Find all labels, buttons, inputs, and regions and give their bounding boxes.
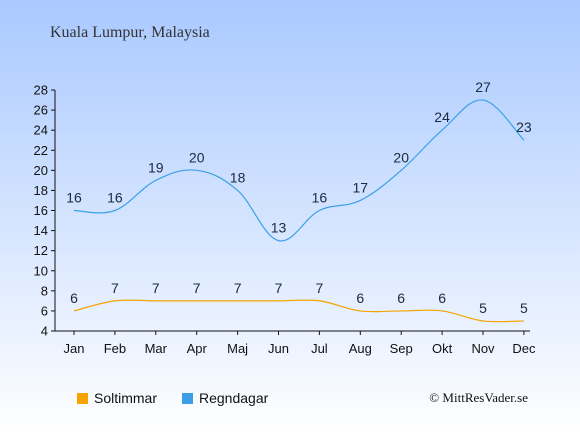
data-label-soltimmar: 7: [193, 280, 201, 296]
legend-label-regndagar: Regndagar: [199, 390, 269, 406]
y-tick-label: 10: [34, 263, 48, 278]
x-tick-label: Jun: [268, 341, 289, 356]
data-label-soltimmar: 6: [438, 290, 446, 306]
y-tick-label: 4: [41, 324, 48, 339]
data-label-regndagar: 24: [434, 109, 450, 125]
data-label-soltimmar: 7: [275, 280, 283, 296]
data-label-soltimmar: 5: [479, 300, 487, 316]
data-label-regndagar: 16: [66, 190, 82, 206]
series-line-soltimmar: [73, 299, 524, 323]
y-tick-label: 18: [34, 183, 48, 198]
x-tick-label: Jan: [64, 341, 85, 356]
y-tick-label: 14: [34, 223, 48, 238]
chart-title: Kuala Lumpur, Malaysia: [50, 24, 210, 41]
y-tick-label: 6: [41, 303, 48, 318]
x-tick-label: Feb: [104, 341, 126, 356]
x-tick-label: Aug: [349, 341, 372, 356]
x-tick-label: Apr: [187, 341, 208, 356]
data-label-regndagar: 18: [230, 169, 246, 185]
data-label-regndagar: 19: [148, 159, 164, 175]
x-tick-label: Jul: [311, 341, 328, 356]
data-label-soltimmar: 5: [520, 300, 528, 316]
data-label-regndagar: 27: [475, 79, 491, 95]
x-tick-label: Mar: [145, 341, 168, 356]
y-tick-label: 16: [34, 203, 48, 218]
data-label-soltimmar: 7: [111, 280, 119, 296]
labels-layer: 6 7 7 7 7 7 7 6 6 6 5 5 16 16 19 20 18 13 16 17 20 24 27 23: [66, 79, 532, 316]
data-label-regndagar: 16: [312, 190, 328, 206]
data-label-regndagar: 20: [393, 149, 409, 165]
data-label-soltimmar: 7: [152, 280, 160, 296]
x-tick-label: Dec: [512, 341, 536, 356]
legend-swatch-regndagar: [182, 393, 193, 404]
y-tick-label: 8: [41, 283, 48, 298]
data-label-soltimmar: 6: [70, 290, 78, 306]
legend: Soltimmar Regndagar: [77, 390, 269, 406]
x-tick-label: Maj: [227, 341, 248, 356]
legend-label-soltimmar: Soltimmar: [94, 390, 157, 406]
credit-text: © MittResVader.se: [429, 390, 528, 405]
data-label-soltimmar: 6: [397, 290, 405, 306]
data-label-regndagar: 23: [516, 119, 532, 135]
data-label-regndagar: 16: [107, 190, 123, 206]
x-tick-label: Sep: [390, 341, 413, 356]
x-tick-label: Okt: [432, 341, 453, 356]
data-label-soltimmar: 6: [356, 290, 364, 306]
data-label-soltimmar: 7: [234, 280, 242, 296]
y-tick-label: 22: [34, 143, 48, 158]
y-tick-label: 20: [34, 163, 48, 178]
data-label-soltimmar: 7: [316, 280, 324, 296]
data-label-regndagar: 20: [189, 149, 205, 165]
y-tick-label: 12: [34, 243, 48, 258]
y-tick-label: 24: [34, 123, 48, 138]
legend-swatch-soltimmar: [77, 393, 88, 404]
axes-layer: 4 6 8 10 12 14 16 18 20 22 24 26 28 Jan Feb Mar Apr Maj Ju…: [34, 83, 536, 357]
data-label-regndagar: 17: [353, 179, 369, 195]
y-tick-label: 28: [34, 83, 48, 98]
y-tick-label: 26: [34, 103, 48, 118]
data-label-regndagar: 13: [271, 220, 287, 236]
series-layer: [73, 99, 525, 323]
x-tick-label: Nov: [471, 341, 495, 356]
series-line-regndagar: [73, 99, 525, 242]
